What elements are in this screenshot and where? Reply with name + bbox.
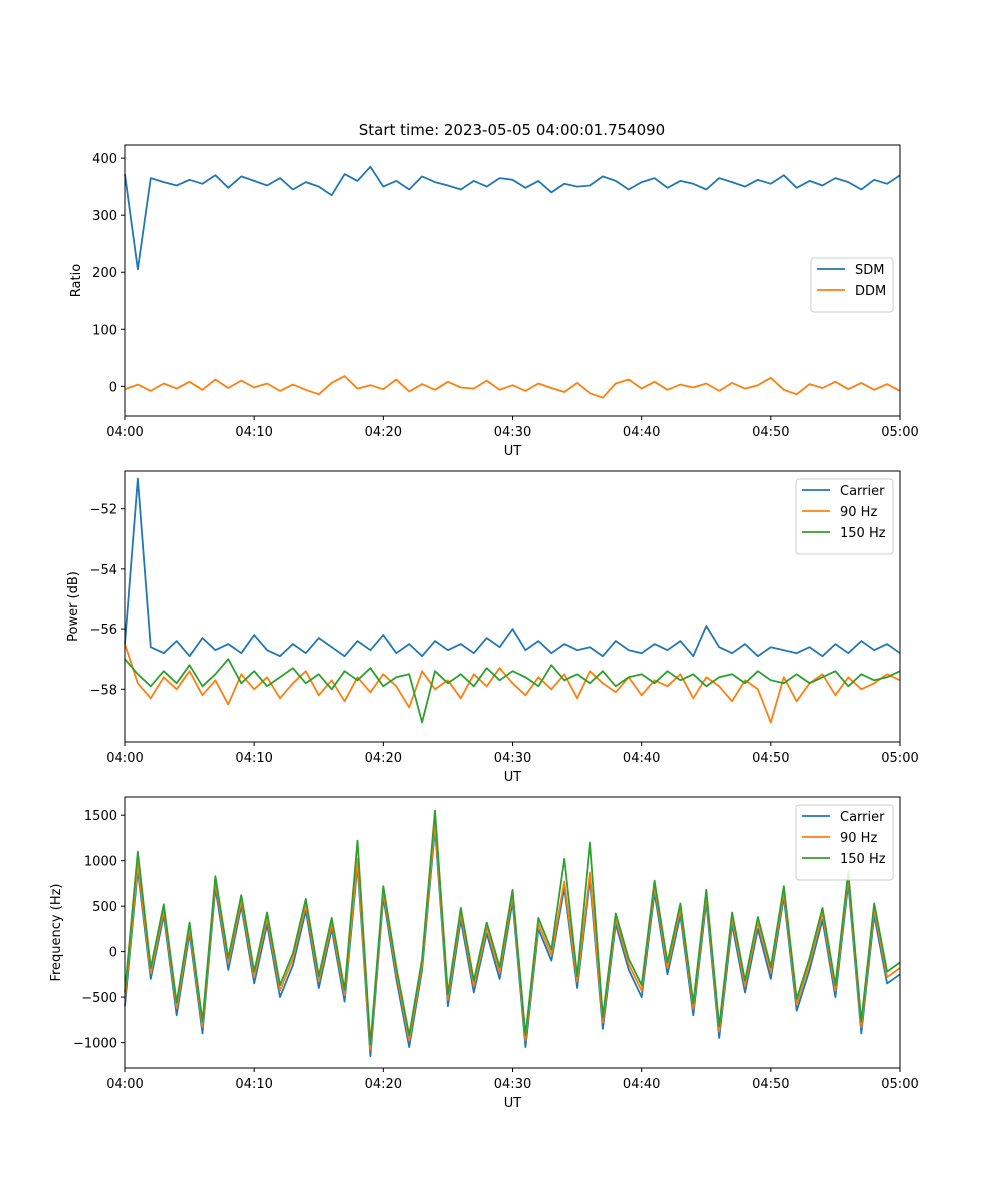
x-tick-label: 04:20	[365, 751, 402, 766]
legend: Carrier 90 Hz 150 Hz	[795, 804, 894, 881]
y-tick-label: 400	[92, 152, 117, 167]
series-line-carrier	[124, 477, 901, 658]
x-tick-label: 04:30	[494, 425, 531, 440]
x-tick-label: 04:10	[235, 751, 272, 766]
y-tick-label: 0	[109, 946, 117, 961]
y-axis-label: Frequency (Hz)	[49, 883, 64, 981]
legend-label: SDM	[855, 263, 884, 278]
legend: Carrier 90 Hz 150 Hz	[795, 478, 894, 555]
x-tick-label: 04:50	[752, 1077, 789, 1092]
series-line-150-hz	[124, 658, 901, 724]
chart-panel-2: 04:00 04:10 04:20 04:30 04:40 04:50 05:00 −58 −5…	[66, 470, 919, 785]
x-tick-label: 04:10	[235, 1077, 272, 1092]
y-tick-label: 1000	[84, 855, 117, 870]
x-axis-label: UT	[504, 770, 522, 785]
legend-label: 90 Hz	[840, 831, 877, 846]
y-tick-label: −1000	[73, 1037, 117, 1052]
legend-label: 90 Hz	[840, 505, 877, 520]
x-tick-label: 04:40	[623, 1077, 660, 1092]
x-tick-label: 04:30	[494, 751, 531, 766]
x-tick-label: 04:30	[494, 1077, 531, 1092]
y-tick-label: 1500	[84, 809, 117, 824]
y-tick-label: 100	[92, 323, 117, 338]
series-line-90-hz	[124, 643, 901, 724]
legend-label: Carrier	[840, 810, 885, 825]
x-tick-label: 04:10	[235, 425, 272, 440]
x-tick-label: 05:00	[881, 1077, 918, 1092]
legend-label: DDM	[855, 284, 886, 299]
legend-box	[795, 478, 894, 555]
x-tick-label: 04:20	[365, 1077, 402, 1092]
x-axis-label: UT	[504, 1096, 522, 1111]
chart-panel-3: 04:00 04:10 04:20 04:30 04:40 04:50 05:00 −1000…	[49, 796, 919, 1111]
y-tick-label: 0	[109, 380, 117, 395]
x-tick-label: 05:00	[881, 751, 918, 766]
y-tick-label: 300	[92, 209, 117, 224]
y-tick-label: −56	[90, 623, 117, 638]
series-line-sdm	[124, 165, 901, 271]
y-tick-label: −52	[90, 503, 117, 518]
x-tick-label: 04:00	[106, 751, 143, 766]
y-axis-label: Power (dB)	[66, 571, 81, 642]
figure-title: Start time: 2023-05-05 04:00:01.754090	[359, 121, 665, 139]
x-tick-label: 04:50	[752, 751, 789, 766]
y-axis-label: Ratio	[69, 264, 84, 297]
legend-box	[795, 804, 894, 881]
x-tick-label: 05:00	[881, 425, 918, 440]
legend-label: 150 Hz	[840, 526, 886, 541]
y-tick-label: −500	[81, 991, 117, 1006]
x-axis-label: UT	[504, 444, 522, 459]
x-tick-label: 04:00	[106, 425, 143, 440]
series-line-ddm	[124, 375, 901, 399]
y-tick-label: −58	[90, 683, 117, 698]
legend-label: 150 Hz	[840, 852, 886, 867]
chart-panel-1: 04:00 04:10 04:20 04:30 04:40 04:50 05:00 0 100 2…	[69, 144, 919, 459]
legend-label: Carrier	[840, 484, 885, 499]
x-tick-label: 04:40	[623, 425, 660, 440]
panels: 04:00 04:10 04:20 04:30 04:40 04:50 05:00 0 100 2…	[49, 144, 919, 1111]
y-tick-label: 500	[92, 900, 117, 915]
y-tick-label: −54	[90, 563, 117, 578]
x-tick-label: 04:50	[752, 425, 789, 440]
x-tick-label: 04:40	[623, 751, 660, 766]
y-tick-label: 200	[92, 266, 117, 281]
x-tick-label: 04:20	[365, 425, 402, 440]
legend: SDM DDM	[810, 257, 894, 313]
x-tick-label: 04:00	[106, 1077, 143, 1092]
legend-box	[810, 257, 894, 313]
series-line-150-hz	[124, 809, 901, 1046]
